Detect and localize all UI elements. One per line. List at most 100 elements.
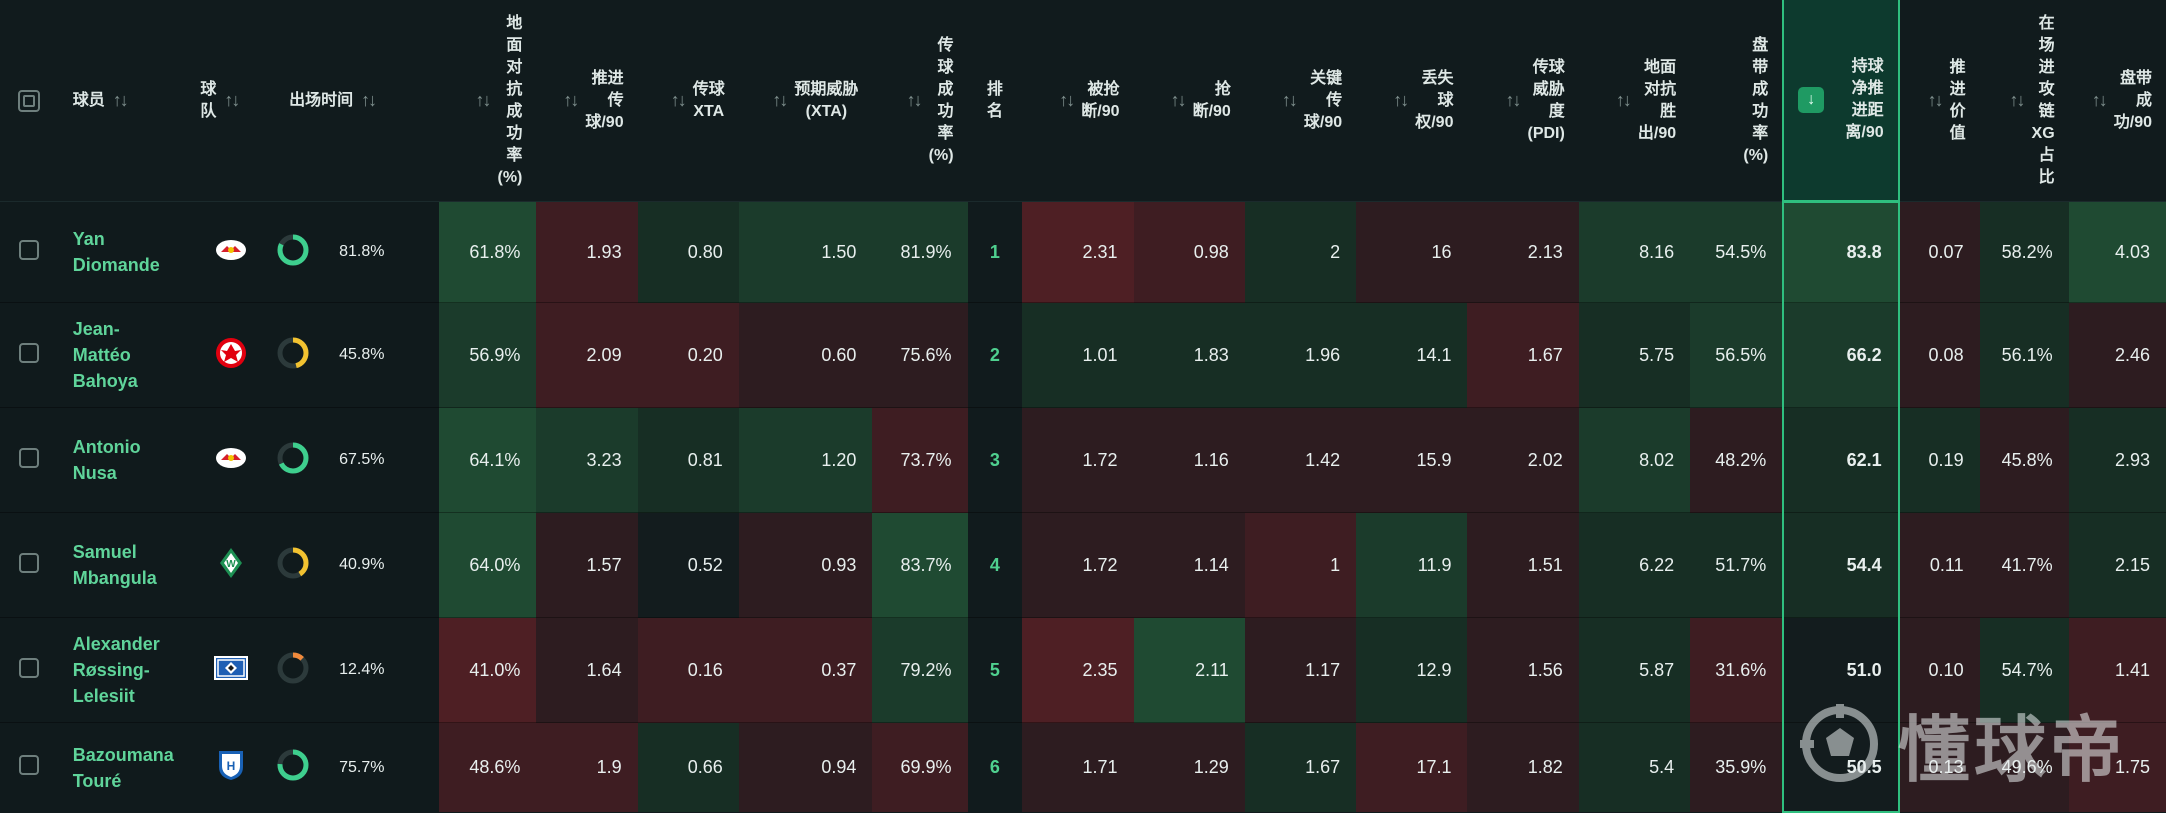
col-dispossessed[interactable]: ↑↓ 被抢 断/90 (1022, 0, 1134, 202)
sort-arrows-icon[interactable]: ↑↓ (1059, 90, 1075, 110)
sort-arrows-icon[interactable]: ↑↓ (1281, 90, 1298, 110)
col-dribble-success[interactable]: ↑↓ 盘带 成 功/90 (2068, 0, 2166, 202)
col-carry-dist-label: 持球 净推 进距 离/90 (1845, 58, 1884, 141)
col-prog-pass-label: 推进 传 球/90 (585, 69, 624, 131)
stat-cell: 1.72 (1022, 512, 1134, 618)
stat-cell: 83.7% (872, 512, 968, 618)
col-player-label: 球员 (72, 91, 105, 109)
player-name-link[interactable]: Antonio Nusa (58, 407, 201, 513)
row-select-cell[interactable] (0, 201, 59, 303)
col-carry-dist[interactable]: ↓ 持球 净推 进距 离/90 (1782, 0, 1900, 202)
rank-cell: 1 (967, 201, 1023, 303)
sort-arrows-icon[interactable]: ↑↓ (2091, 90, 2108, 110)
sort-arrows-icon[interactable]: ↑↓ (361, 90, 377, 110)
minutes-pct: 40.9% (339, 556, 385, 573)
col-tackles-label: 抢 断/90 (1192, 80, 1231, 120)
sort-arrows-icon[interactable]: ↑↓ (2009, 90, 2026, 110)
checkbox-icon[interactable] (19, 342, 40, 363)
sort-arrows-icon[interactable]: ↑↓ (1393, 90, 1409, 110)
player-name-link[interactable]: Samuel Mbangula (58, 512, 201, 618)
col-player[interactable]: 球员 ↑↓ (58, 0, 201, 202)
row-select-cell[interactable] (0, 302, 59, 408)
stat-cell: 0.93 (738, 512, 873, 618)
minutes-ring-icon (275, 545, 311, 586)
stat-cell: 1.82 (1467, 722, 1579, 812)
table-row[interactable]: Samuel Mbangula W 40.9% 64.0% 1.57 0.52 0.93 83… (0, 512, 2166, 618)
sort-arrows-icon[interactable]: ↑↓ (112, 90, 129, 110)
col-dribble[interactable]: 盘 带 成 功 率 (%) (1690, 0, 1784, 202)
sort-arrows-icon[interactable]: ↑↓ (475, 90, 492, 110)
col-pass-xta[interactable]: ↑↓ 传球 XTA (637, 0, 739, 202)
stat-cell: 0.20 (637, 302, 739, 408)
col-ground-duel[interactable]: ↑↓ 地 面 对 抗 成 功 率 (%) (439, 0, 537, 202)
stat-cell: 2.15 (2068, 512, 2166, 618)
table-row[interactable]: Antonio Nusa 67.5% 64.1% 3.23 0.81 1.20 73.7% 3… (0, 407, 2166, 513)
sort-arrows-icon[interactable]: ↑↓ (563, 90, 579, 110)
sort-arrows-icon[interactable]: ↑↓ (1927, 90, 1944, 110)
sort-arrows-icon[interactable]: ↑↓ (224, 90, 240, 110)
stat-cell: 8.02 (1578, 407, 1691, 513)
checkbox-icon[interactable] (19, 755, 40, 775)
checkbox-icon[interactable] (19, 447, 40, 468)
select-all-cell[interactable] (0, 0, 59, 202)
eintracht-frankfurt-crest-icon (215, 337, 247, 373)
stat-cell: 1.29 (1133, 722, 1245, 812)
minutes-cell: 75.7% (261, 722, 440, 812)
stat-cell: 1.01 (1022, 302, 1134, 408)
sort-arrows-icon[interactable]: ↑↓ (670, 90, 687, 110)
team-crest (200, 407, 262, 513)
stat-cell: 0.60 (738, 302, 873, 408)
stat-cell: 61.8% (439, 201, 537, 303)
sort-arrows-icon[interactable]: ↑↓ (1615, 90, 1632, 110)
row-select-cell[interactable] (0, 512, 59, 618)
col-pdi[interactable]: ↑↓ 传球 威胁 度 (PDI) (1467, 0, 1579, 202)
table-row[interactable]: Bazoumana Touré H 75.7% 48.6% 1.9 0.66 0.94 69.… (0, 722, 2166, 813)
player-name-link[interactable]: Yan Diomande (58, 201, 201, 303)
col-prog-value[interactable]: ↑↓ 推 进 价 值 (1898, 0, 1980, 202)
col-poss-lost[interactable]: ↑↓ 丢失 球 权/90 (1356, 0, 1468, 202)
col-time[interactable]: 出场时间 ↑↓ (261, 0, 440, 202)
stat-cell: 0.37 (738, 617, 873, 723)
sort-arrows-icon[interactable]: ↑↓ (906, 90, 923, 110)
checkbox-icon[interactable] (19, 657, 40, 678)
hamburger-sv-crest-icon (213, 655, 248, 684)
carry-dist-cell: 62.1 (1782, 407, 1900, 513)
table-row[interactable]: Jean- Mattéo Bahoya 45.8% 56.9% 2.09 0.20 0.6… (0, 302, 2166, 408)
stat-cell: 58.2% (1979, 201, 2069, 303)
stat-cell: 1.72 (1022, 407, 1134, 513)
sort-arrows-icon[interactable]: ↑↓ (1505, 90, 1521, 110)
stat-cell: 1.71 (1022, 722, 1134, 812)
col-team[interactable]: 球 队 ↑↓ (200, 0, 262, 202)
row-select-cell[interactable] (0, 407, 59, 513)
col-xg-share[interactable]: ↑↓ 在 场 进 攻 链 XG 占 比 (1979, 0, 2069, 202)
player-name-link[interactable]: Alexander Røssing- Lelesiit (58, 617, 201, 723)
col-key-pass[interactable]: ↑↓ 关键 传 球/90 (1244, 0, 1357, 202)
col-tackles[interactable]: ↑↓ 抢 断/90 (1133, 0, 1245, 202)
table-row[interactable]: Alexander Røssing- Lelesiit 12.4% 41.0% 1.6… (0, 617, 2166, 723)
stat-cell: 2.93 (2068, 407, 2166, 513)
rb-leipzig-crest-icon (215, 447, 247, 474)
row-select-cell[interactable] (0, 722, 59, 812)
stat-cell: 81.9% (872, 201, 968, 303)
carry-dist-cell: 83.8 (1782, 200, 1900, 303)
sort-arrows-icon[interactable]: ↑↓ (772, 90, 788, 110)
col-prog-pass[interactable]: ↑↓ 推进 传 球/90 (536, 0, 638, 202)
checkbox-icon[interactable] (19, 239, 40, 260)
stat-cell: 54.5% (1690, 201, 1784, 303)
player-name-link[interactable]: Jean- Mattéo Bahoya (58, 302, 201, 408)
table-row[interactable]: Yan Diomande 81.8% 61.8% 1.93 0.80 1.50 81.9% 1… (0, 200, 2166, 303)
player-name-link[interactable]: Bazoumana Touré (58, 722, 201, 812)
col-pass-acc[interactable]: ↑↓ 传 球 成 功 率 (%) (872, 0, 968, 202)
select-all-checkbox-icon[interactable] (18, 89, 41, 112)
sort-arrows-icon[interactable]: ↑↓ (1170, 90, 1187, 110)
rank-cell: 6 (967, 722, 1023, 812)
col-xta[interactable]: ↑↓ 预期威胁 (XTA) (738, 0, 873, 202)
col-ground-won[interactable]: ↑↓ 地面 对抗 胜 出/90 (1578, 0, 1691, 202)
minutes-cell: 81.8% (261, 201, 440, 303)
stat-cell: 1.57 (536, 512, 638, 618)
arrow-down-icon[interactable]: ↓ (1798, 87, 1825, 113)
minutes-cell: 40.9% (261, 512, 440, 618)
row-select-cell[interactable] (0, 617, 59, 723)
stat-cell: 1.67 (1244, 722, 1357, 812)
checkbox-icon[interactable] (19, 552, 40, 573)
